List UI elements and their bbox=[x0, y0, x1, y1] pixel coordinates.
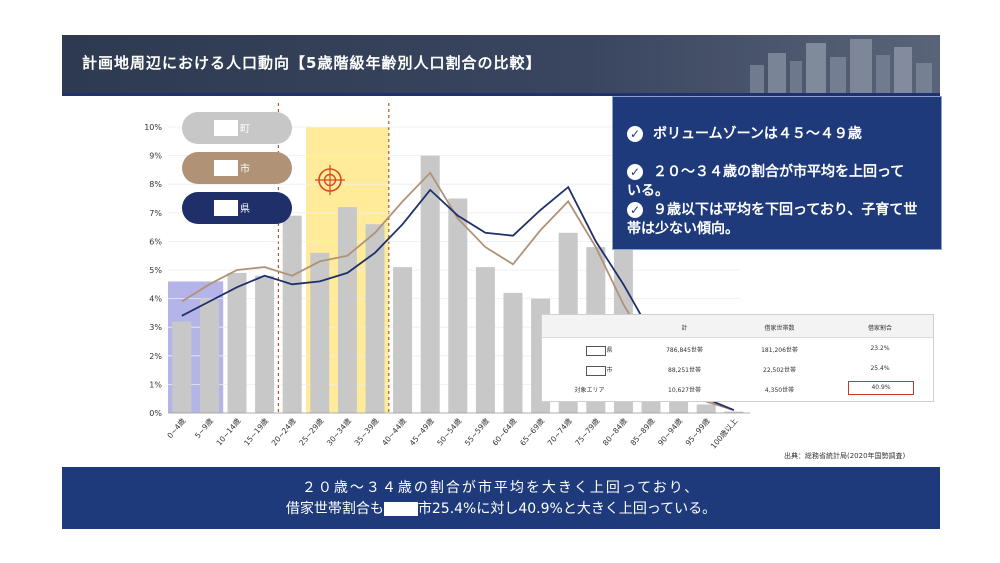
summary-line-2: 借家世帯割合も 市25.4%に対し40.9%と大きく上回っている。 bbox=[285, 501, 717, 517]
page-header: 計画地周辺における人口動向【5歳階級年齢別人口割合の比較】 bbox=[62, 35, 940, 96]
table-row-label: 県 bbox=[562, 345, 637, 356]
highlight-cell: 40.9% bbox=[848, 381, 914, 395]
y-tick-label: 5% bbox=[149, 266, 162, 275]
table-header-row bbox=[542, 315, 933, 338]
check-icon: ✓ bbox=[627, 126, 643, 142]
x-tick-label: 15~19歳 bbox=[241, 415, 270, 447]
summary-footer: ２０歳～３４歳の割合が市平均を大きく上回っており、 借家世帯割合も 市25.4%に… bbox=[62, 467, 940, 529]
legend-label: 県 bbox=[240, 204, 250, 215]
table-cell: 23.2% bbox=[870, 345, 890, 352]
y-tick-label: 10% bbox=[144, 123, 162, 132]
x-tick-label: 50~54歳 bbox=[435, 415, 464, 447]
y-tick-label: 9% bbox=[149, 152, 162, 161]
x-tick-label: 90~94歳 bbox=[655, 415, 684, 447]
bar bbox=[503, 292, 523, 413]
source-note: 出典：総務省統計局(2020年国勢調査) bbox=[784, 452, 906, 460]
x-tick-label: 65~69歳 bbox=[517, 415, 546, 447]
x-tick-label: 45~49歳 bbox=[407, 415, 436, 447]
x-tick-label: 5~9歳 bbox=[192, 415, 215, 440]
y-tick-label: 8% bbox=[149, 180, 162, 189]
table-header: 計 bbox=[681, 325, 688, 332]
key-point: ✓ ９歳以下は平均を下回っており、子育て世帯は少ない傾向。 bbox=[627, 202, 918, 237]
bar bbox=[393, 267, 413, 413]
x-tick-label: 25~29歳 bbox=[297, 415, 326, 447]
table-cell: 786,845世帯 bbox=[666, 347, 703, 354]
x-tick-label: 75~79歳 bbox=[573, 415, 602, 447]
redacted-name bbox=[383, 502, 418, 516]
bar bbox=[475, 267, 495, 413]
legend-label: 町 bbox=[240, 124, 250, 135]
bar bbox=[448, 198, 468, 413]
y-tick-label: 3% bbox=[149, 323, 162, 332]
x-tick-label: 30~34歳 bbox=[324, 415, 353, 447]
bar bbox=[172, 321, 192, 413]
table-cell: 4,350世帯 bbox=[764, 387, 795, 394]
x-tick-label: 55~59歳 bbox=[462, 415, 491, 447]
table-row-label: 市 bbox=[562, 365, 637, 376]
bar bbox=[696, 404, 716, 413]
x-tick-label: 40~44歳 bbox=[379, 415, 408, 447]
table-cell: 181,206世帯 bbox=[761, 347, 798, 354]
x-tick-label: 35~39歳 bbox=[352, 415, 381, 447]
table-header: 借家割合 bbox=[867, 325, 892, 332]
x-tick-label: 0~4歳 bbox=[165, 415, 188, 440]
redacted-name bbox=[214, 160, 238, 176]
key-point: ✓ ボリュームゾーンは４５～４９歳 bbox=[627, 125, 862, 144]
rental-household-table: 計 借家世帯数 借家割合 県 786,845世帯 181,206世帯 23.2%… bbox=[541, 314, 934, 402]
table-header: 借家世帯数 bbox=[764, 325, 795, 332]
key-points-callout: ✓ ボリュームゾーンは４５～４９歳 ✓ ２０～３４歳の割合が市平均を上回っている。 … bbox=[612, 96, 942, 250]
x-tick-label: 80~84歳 bbox=[600, 415, 629, 447]
bar bbox=[227, 272, 247, 413]
table-cell: 88,251世帯 bbox=[668, 367, 701, 374]
table-row-label: 対象エリア bbox=[574, 387, 605, 394]
check-icon: ✓ bbox=[627, 164, 643, 180]
x-tick-label: 20~24歳 bbox=[269, 415, 298, 447]
page-title: 計画地周辺における人口動向【5歳階級年齢別人口割合の比較】 bbox=[82, 54, 542, 72]
y-tick-label: 6% bbox=[149, 237, 162, 246]
y-tick-label: 4% bbox=[149, 295, 162, 304]
legend-item-city: 市 bbox=[182, 152, 292, 184]
legend-item-prefecture: 県 bbox=[182, 192, 292, 224]
bar bbox=[255, 275, 275, 413]
y-tick-label: 7% bbox=[149, 209, 162, 218]
redacted-name bbox=[214, 120, 238, 136]
check-icon: ✓ bbox=[627, 202, 643, 218]
y-tick-label: 2% bbox=[149, 352, 162, 361]
bar bbox=[420, 155, 440, 413]
bar bbox=[310, 252, 330, 413]
x-tick-label: 95~99歳 bbox=[683, 415, 712, 447]
redacted-name bbox=[214, 200, 238, 216]
bar bbox=[724, 411, 744, 413]
key-point: ✓ ２０～３４歳の割合が市平均を上回っている。 bbox=[627, 164, 905, 199]
skyline-image bbox=[750, 39, 932, 93]
table-cell: 10,627世帯 bbox=[668, 387, 701, 394]
x-tick-label: 10~14歳 bbox=[214, 415, 243, 447]
x-tick-label: 70~74歳 bbox=[545, 415, 574, 447]
table-cell: 22,502世帯 bbox=[763, 367, 796, 374]
bar bbox=[199, 298, 219, 413]
x-tick-label: 100歳以上 bbox=[708, 415, 740, 450]
table-cell: 25.4% bbox=[870, 365, 890, 372]
bar bbox=[365, 224, 385, 413]
summary-line-1: ２０歳～３４歳の割合が市平均を大きく上回っており、 bbox=[301, 480, 701, 496]
bar bbox=[282, 215, 302, 413]
bar bbox=[337, 207, 357, 413]
y-tick-label: 0% bbox=[149, 409, 162, 418]
legend-item-town: 町 bbox=[182, 112, 292, 144]
y-tick-label: 1% bbox=[149, 380, 162, 389]
legend-label: 市 bbox=[240, 164, 250, 175]
x-tick-label: 60~64歳 bbox=[490, 415, 519, 447]
x-tick-label: 85~89歳 bbox=[628, 415, 657, 447]
